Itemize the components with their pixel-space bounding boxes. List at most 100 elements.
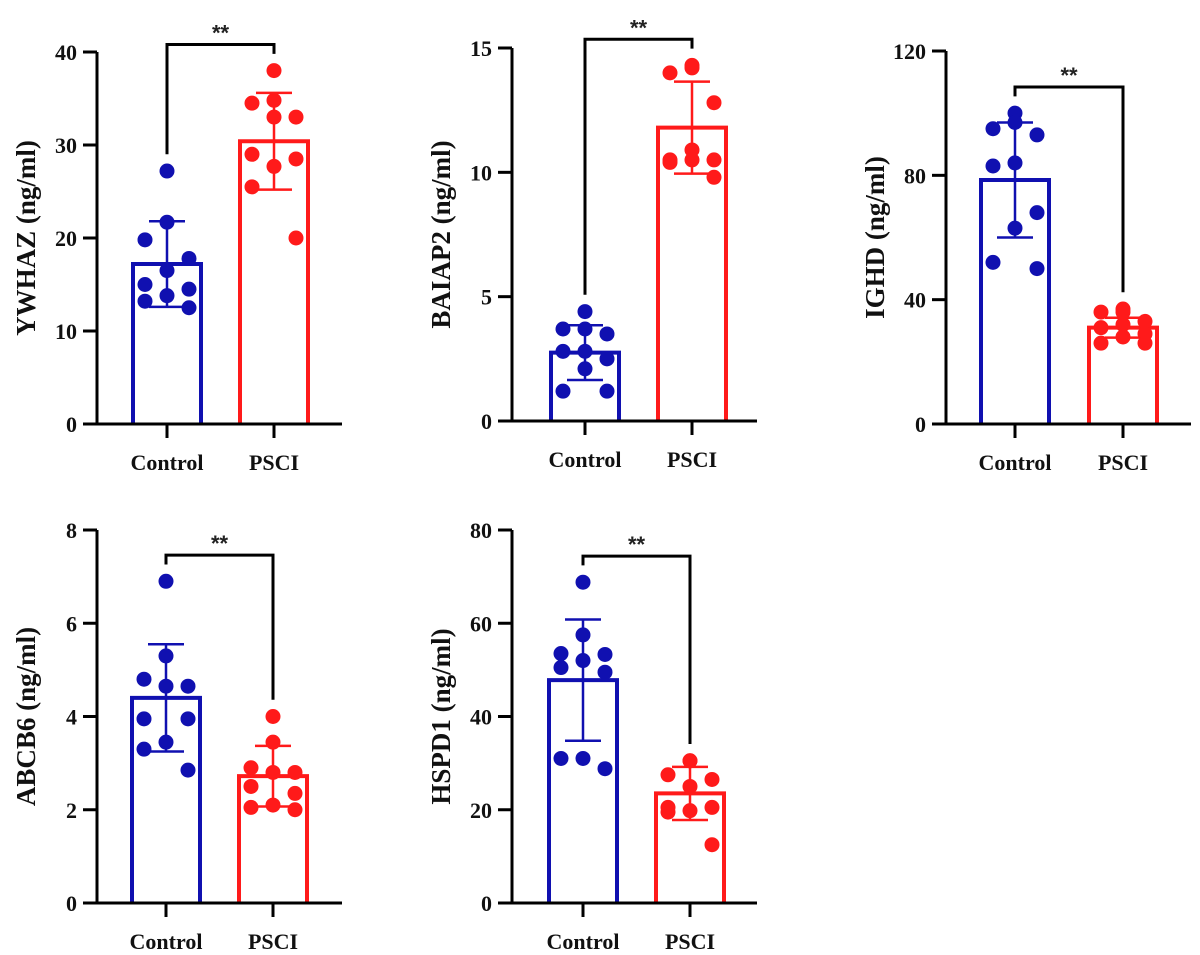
data-point [266, 92, 282, 108]
data-point [137, 232, 153, 248]
data-point [1007, 114, 1023, 130]
significance-bracket [583, 37, 694, 295]
data-point [265, 764, 281, 780]
data-point [265, 734, 281, 750]
data-point [1115, 304, 1131, 320]
data-point [159, 163, 175, 179]
y-tick-label: 0 [66, 891, 77, 916]
data-point [577, 304, 593, 320]
data-point [599, 326, 615, 342]
data-point [553, 660, 569, 676]
data-point [1137, 335, 1153, 351]
data-point [181, 281, 197, 297]
data-point [704, 771, 720, 787]
y-tick-label: 0 [481, 409, 492, 434]
y-tick-label: 40 [55, 40, 77, 65]
data-point [244, 146, 260, 162]
data-point [158, 648, 174, 664]
data-point [1007, 155, 1023, 171]
data-point [137, 277, 153, 292]
y-axis-title: BAIAP2 (ng/ml) [426, 140, 456, 328]
data-point [1029, 127, 1045, 143]
panel-1: 0 5 10 15 Control PSCI BAIAP2 (ng/ml) ** [426, 15, 757, 472]
data-point [577, 321, 593, 337]
data-point [682, 753, 698, 769]
data-point [1007, 220, 1023, 236]
data-point [985, 158, 1001, 174]
data-point [555, 343, 571, 359]
y-tick-label: 80 [904, 163, 926, 188]
data-point [553, 646, 569, 662]
x-tick-label: PSCI [248, 929, 298, 954]
data-point [597, 664, 613, 680]
data-point [243, 760, 259, 776]
data-point [555, 383, 571, 399]
data-point [704, 799, 720, 815]
y-tick-label: 0 [915, 412, 926, 437]
x-tick-label: Control [131, 450, 204, 475]
y-tick-label: 20 [55, 226, 77, 251]
y-tick-label: 30 [55, 133, 77, 158]
data-point [159, 214, 175, 230]
y-axis-title: HSPD1 (ng/ml) [426, 628, 456, 804]
data-point [243, 799, 259, 815]
data-point [704, 837, 720, 853]
x-tick-label: PSCI [667, 447, 717, 472]
y-tick-label: 120 [893, 39, 926, 64]
y-tick-label: 20 [470, 798, 492, 823]
data-point [985, 254, 1001, 270]
data-point [555, 321, 571, 337]
data-point [158, 734, 174, 750]
data-point [1093, 304, 1109, 320]
significance-bracket [1013, 85, 1125, 293]
data-point [180, 678, 196, 694]
data-point [137, 293, 153, 309]
panel-3: 0 2 4 6 8 Control PSCI ABCB6 (ng/ml) ** [11, 518, 342, 954]
data-point [662, 154, 678, 170]
data-point [266, 109, 282, 125]
y-tick-label: 5 [481, 285, 492, 310]
data-point [287, 785, 303, 801]
data-point [575, 653, 591, 669]
panel-0: 0 10 20 30 40 Control PSCI YWHAZ (ng/ml) ** [11, 21, 342, 475]
data-point [706, 169, 722, 185]
data-point [181, 300, 197, 316]
data-point [288, 151, 304, 167]
y-tick-label: 40 [470, 705, 492, 730]
data-point [575, 750, 591, 766]
data-point [159, 288, 175, 304]
data-point [1115, 329, 1131, 345]
y-tick-label: 10 [470, 160, 492, 185]
data-point [597, 761, 613, 777]
x-tick-label: PSCI [249, 450, 299, 475]
significance-label: ** [212, 21, 230, 46]
data-point [136, 671, 152, 687]
significance-bracket [164, 553, 275, 700]
data-point [682, 803, 698, 819]
x-tick-label: PSCI [1098, 450, 1148, 475]
y-axis-title: IGHD (ng/ml) [860, 156, 890, 319]
data-point [158, 573, 174, 589]
data-point [136, 711, 152, 727]
data-point [599, 383, 615, 399]
data-point [575, 627, 591, 643]
significance-label: ** [1060, 63, 1078, 88]
data-point [682, 778, 698, 794]
data-point [180, 711, 196, 727]
data-point [575, 574, 591, 590]
data-point [266, 158, 282, 174]
data-point [265, 709, 281, 724]
y-tick-label: 0 [481, 891, 492, 916]
data-point [181, 250, 197, 266]
data-point [1029, 205, 1045, 221]
x-tick-label: Control [549, 447, 622, 472]
significance-label: ** [211, 531, 229, 556]
data-point [1115, 317, 1131, 333]
data-point [158, 678, 174, 694]
data-point [136, 741, 152, 757]
data-point [660, 767, 676, 783]
data-point [706, 95, 722, 111]
data-point [244, 95, 260, 111]
data-point [599, 351, 615, 367]
